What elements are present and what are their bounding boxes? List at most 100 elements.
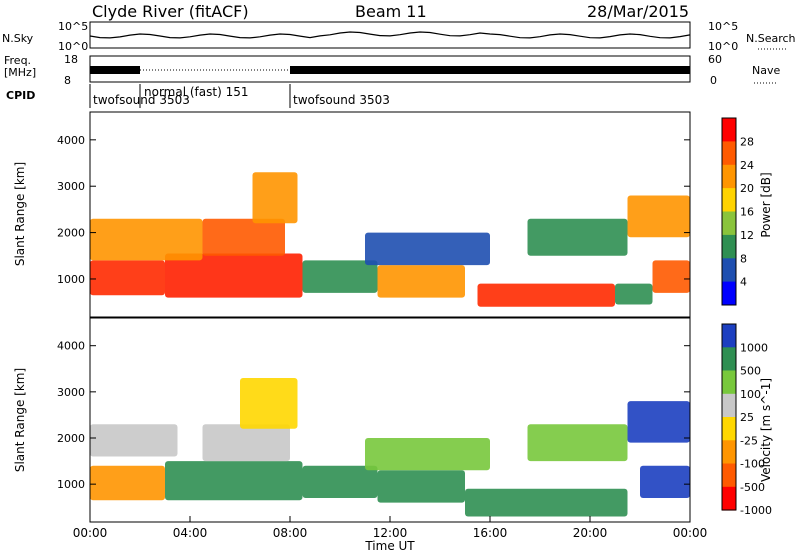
power-ytick-label: 1000: [57, 273, 85, 286]
freq-panel: Freq. [MHz] 18 8 60 0 Nave: [4, 53, 780, 87]
cpid-segment-1: twofsound 3503: [93, 93, 190, 107]
power-colorbar-tick: 28: [740, 135, 754, 148]
power-colorbar-tick: 8: [740, 252, 747, 265]
power-colorbar-swatch: [722, 211, 736, 236]
velocity-colorbar: 1000 500 100 25 -25 -100 -500 -1000: [721, 323, 772, 517]
velocity-colorbar-swatch: [722, 393, 736, 418]
power-region-10: [365, 232, 490, 266]
velocity-colorbar-tick: 1000: [740, 341, 768, 354]
nsky-panel: N.Sky 10^5 10^0 10^5 10^0 N.Search: [2, 20, 796, 53]
power-panel: 1000 2000 3000 4000 Slant Range [km] 28 24 20…: [13, 111, 773, 318]
power-region-6: [302, 260, 378, 293]
velocity-colorbar-swatch: [722, 440, 736, 465]
date-label: 28/Mar/2015: [587, 2, 689, 21]
power-region-8: [477, 283, 615, 307]
velocity-colorbar-tick: -100: [740, 458, 765, 471]
beam-label: Beam 11: [355, 2, 427, 21]
cpid-segment-3: twofsound 3503: [293, 93, 390, 107]
x-tick-label: 12:00: [373, 526, 408, 540]
cpid-segment-2: normal (fast) 151: [144, 85, 248, 99]
power-colorbar-swatch: [722, 164, 736, 189]
power-region-7: [377, 265, 465, 298]
power-data-layer: [90, 172, 690, 307]
velocity-region-1: [90, 465, 165, 501]
power-colorbar-swatch: [722, 188, 736, 212]
velocity-region-7: [377, 470, 465, 503]
velocity-colorbar-tick: -500: [740, 481, 765, 494]
power-colorbar-tick: 4: [740, 276, 747, 289]
velocity-region-3: [165, 461, 303, 501]
x-tick-label: 20:00: [573, 526, 608, 540]
freq-label: Freq.: [4, 54, 31, 67]
freq-band-b: [290, 66, 690, 74]
velocity-y-ticks: 1000 2000 3000 4000: [57, 340, 690, 491]
power-region-3: [202, 218, 285, 256]
power-colorbar-label: Power [dB]: [759, 172, 773, 237]
power-ytick-label: 4000: [57, 134, 85, 147]
x-tick-label: 08:00: [273, 526, 308, 540]
power-y-ticks: 1000 2000 3000 4000: [57, 134, 690, 286]
x-tick-label: 04:00: [173, 526, 208, 540]
cpid-panel: CPID twofsound 3503 normal (fast) 151 tw…: [6, 84, 390, 108]
power-colorbar-swatch: [722, 258, 736, 283]
nsearch-label: N.Search: [746, 32, 796, 45]
power-frame: [89, 111, 691, 318]
x-tick-label: 00:00: [673, 526, 708, 540]
velocity-colorbar-swatch: [722, 486, 736, 511]
power-ytick-label: 3000: [57, 180, 85, 193]
nsky-label: N.Sky: [2, 32, 34, 45]
power-region-13: [527, 218, 628, 256]
freq-tick-high: 18: [64, 53, 78, 66]
power-colorbar-swatch: [722, 281, 736, 306]
nave-tick-low: 0: [710, 74, 717, 87]
velocity-region-11: [640, 465, 690, 498]
power-ylabel: Slant Range [km]: [13, 162, 27, 266]
velocity-region-12: [527, 424, 628, 462]
velocity-colorbar-tick: 100: [740, 388, 761, 401]
freq-tick-low: 8: [64, 74, 71, 87]
power-region-11: [627, 195, 690, 238]
velocity-region-6: [302, 465, 378, 498]
nave-tick-high: 60: [708, 53, 722, 66]
velocity-colorbar-label: Velocity [m s^-1]: [759, 378, 773, 482]
velocity-region-2: [90, 424, 178, 457]
nsky-tick-high: 10^5: [58, 20, 88, 33]
x-tick-label: 00:00: [73, 526, 108, 540]
velocity-data-layer: [90, 378, 690, 517]
nsky-frame: [89, 21, 691, 49]
nsky-tick-low: 10^0: [58, 40, 88, 53]
nsearch-tick-high: 10^5: [708, 20, 738, 33]
velocity-region-4: [202, 424, 290, 462]
plot-title: Clyde River (fitACF): [92, 2, 249, 21]
power-region-4: [252, 172, 298, 224]
power-colorbar-swatch: [722, 234, 736, 259]
power-colorbar-tick: 16: [740, 206, 754, 219]
power-colorbar: 28 24 20 16 12 8 4: [721, 117, 754, 306]
x-axis: 00:00 04:00 08:00 12:00 16:00 20:00 00:00: [73, 516, 708, 540]
velocity-ytick-label: 4000: [57, 340, 85, 353]
cpid-label: CPID: [6, 89, 35, 102]
nave-label: Nave: [752, 64, 780, 77]
power-region-12: [652, 260, 690, 293]
velocity-colorbar-swatch: [722, 417, 736, 441]
velocity-colorbar-swatch: [722, 324, 736, 348]
power-region-5: [90, 218, 203, 261]
velocity-region-9: [365, 438, 490, 471]
power-colorbar-swatch: [722, 141, 736, 166]
velocity-colorbar-frame: [721, 323, 737, 511]
power-region-1: [90, 260, 165, 296]
velocity-region-5: [240, 378, 298, 429]
power-region-9: [615, 283, 653, 305]
power-colorbar-tick: 20: [740, 182, 754, 195]
velocity-ylabel: Slant Range [km]: [13, 368, 27, 472]
power-colorbar-tick: 12: [740, 229, 754, 242]
freq-unit: [MHz]: [4, 66, 36, 79]
power-colorbar-tick: 24: [740, 159, 754, 172]
velocity-colorbar-tick: 25: [740, 411, 754, 424]
power-colorbar-frame: [721, 117, 737, 306]
x-axis-title: Time UT: [364, 539, 415, 553]
nsearch-tick-low: 10^0: [708, 40, 738, 53]
x-tick-label: 16:00: [473, 526, 508, 540]
power-colorbar-swatch: [722, 118, 736, 142]
